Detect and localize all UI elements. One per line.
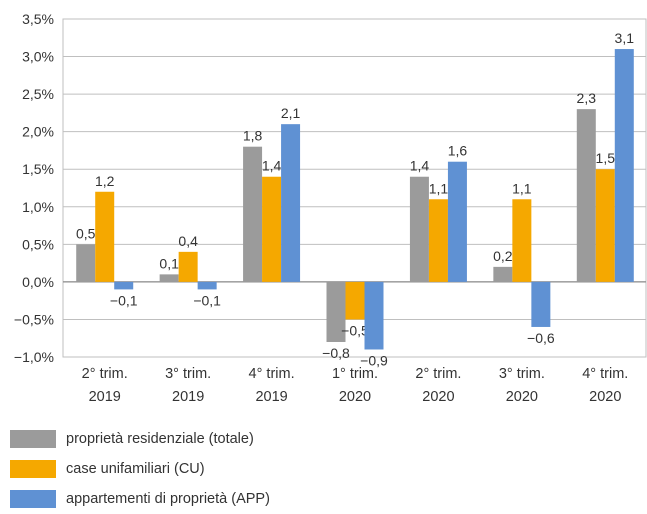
x-tick-label: 2° trim. [82,366,128,382]
legend: proprietà residenziale (totale) case uni… [10,424,270,514]
bar [159,274,179,282]
data-label: 1,6 [448,143,468,159]
y-tick-label: 3,0% [22,49,54,65]
y-tick-label: 1,0% [22,199,54,215]
bar [326,281,346,342]
y-tick-label: 3,5% [22,11,54,27]
bar [576,109,596,282]
y-tick-label: 0,0% [22,274,54,290]
legend-label-total: proprietà residenziale (totale) [66,431,254,447]
bar [281,124,301,282]
legend-item-cu: case unifamiliari (CU) [10,454,270,484]
y-tick-label: 0,5% [22,236,54,252]
bar [95,191,115,282]
data-label: −0,1 [110,292,138,308]
bar [447,161,467,282]
bar [493,266,513,282]
data-label: 3,1 [615,30,635,46]
bar-chart: −1,0% −0,5% 0,0% 0,5% 1,0% 1,5% 2,0% 2,5% 3,0% 3,… [14,11,647,405]
bar [614,49,634,282]
legend-swatch-app [10,490,56,508]
y-tick-label: 1,5% [22,161,54,177]
bar [178,251,198,282]
x-tick-label: 2019 [255,389,287,405]
data-label: 1,1 [429,180,449,196]
bar [76,244,96,282]
x-tick-label: 3° trim. [499,366,545,382]
x-tick-label: 1° trim. [332,366,378,382]
x-tick-label: 4° trim. [582,366,628,382]
data-label: 1,1 [512,180,532,196]
data-label: −0,8 [322,345,350,361]
legend-item-app: appartementi di proprietà (APP) [10,484,270,514]
data-label: 0,4 [178,233,198,249]
bar [531,281,551,327]
x-tick-label: 3° trim. [165,366,211,382]
x-tick-label: 2019 [172,389,204,405]
data-label: 0,2 [493,248,513,264]
legend-label-app: appartementi di proprietà (APP) [66,491,270,507]
data-label: 0,5 [76,225,96,241]
data-label: −0,9 [360,352,388,368]
bar [197,281,217,290]
y-tick-label: −0,5% [14,311,54,327]
x-tick-label: 2° trim. [415,366,461,382]
x-tick-label: 2020 [506,389,538,405]
x-tick-label: 2020 [339,389,371,405]
x-tick-label: 2019 [89,389,121,405]
data-label: 1,8 [243,128,263,144]
legend-item-total: proprietà residenziale (totale) [10,424,270,454]
data-label: 1,2 [95,173,115,189]
y-tick-label: 2,5% [22,86,54,102]
bar [428,199,448,282]
data-label: 1,4 [410,158,430,174]
data-label: −0,6 [527,330,555,346]
legend-label-cu: case unifamiliari (CU) [66,461,205,477]
y-tick-label: −1,0% [14,349,54,365]
bar [114,281,134,290]
x-tick-label: 4° trim. [249,366,295,382]
data-label: −0,1 [193,292,221,308]
bar [364,281,384,350]
bar [409,176,429,282]
data-label: −0,5 [341,322,369,338]
legend-swatch-total [10,430,56,448]
legend-swatch-cu [10,460,56,478]
y-tick-label: 2,0% [22,124,54,140]
data-label: 2,1 [281,105,301,121]
bar [595,169,615,282]
bar [262,176,282,282]
data-label: 0,1 [159,255,179,271]
data-label: 1,4 [262,158,282,174]
data-label: 1,5 [596,150,616,166]
x-tick-label: 2020 [422,389,454,405]
bar [345,281,365,320]
bar [512,199,532,282]
data-label: 2,3 [577,90,597,106]
bar [243,146,263,282]
x-tick-label: 2020 [589,389,621,405]
